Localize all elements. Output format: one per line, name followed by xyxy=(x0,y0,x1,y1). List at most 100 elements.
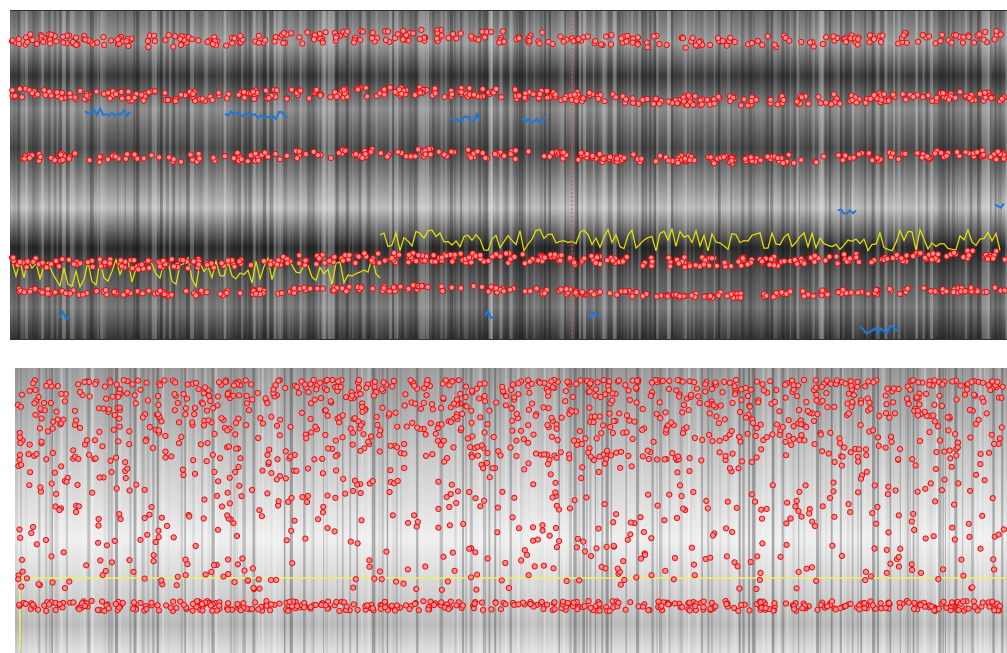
detection xyxy=(17,259,22,264)
detection xyxy=(196,262,201,267)
detection xyxy=(691,490,696,495)
stripe xyxy=(642,11,645,339)
detection xyxy=(948,456,953,461)
detection xyxy=(202,497,207,502)
stripe xyxy=(245,11,248,339)
detection xyxy=(693,604,698,609)
detection xyxy=(224,43,229,48)
detection xyxy=(59,391,64,396)
detection xyxy=(433,259,438,264)
detection xyxy=(514,454,519,459)
detection xyxy=(891,92,896,97)
detection xyxy=(668,264,673,269)
detection xyxy=(17,435,22,440)
detection xyxy=(559,415,564,420)
detection xyxy=(792,607,797,612)
detection xyxy=(308,382,313,387)
detection xyxy=(804,424,809,429)
detection xyxy=(284,96,289,101)
stripe xyxy=(211,11,214,339)
detection xyxy=(777,409,782,414)
detection xyxy=(856,260,861,265)
detection xyxy=(814,160,819,165)
detection xyxy=(251,89,256,94)
detection xyxy=(52,470,57,475)
detection xyxy=(754,426,759,431)
detection xyxy=(522,95,527,100)
detection xyxy=(440,288,445,293)
detection xyxy=(923,536,928,541)
detection xyxy=(433,431,438,436)
detection xyxy=(962,392,967,397)
detection xyxy=(994,157,999,162)
detection xyxy=(606,388,611,393)
stripe xyxy=(152,368,154,653)
detection xyxy=(970,585,975,590)
stripe xyxy=(910,368,911,653)
detection xyxy=(967,95,972,100)
detection xyxy=(489,607,494,612)
detection xyxy=(433,91,438,96)
detection xyxy=(785,500,790,505)
detection xyxy=(831,34,836,39)
detection xyxy=(479,600,484,605)
detection xyxy=(97,154,102,159)
detection xyxy=(837,101,842,106)
detection xyxy=(27,289,32,294)
detection xyxy=(311,37,316,42)
detection xyxy=(74,509,79,514)
detection xyxy=(811,294,816,299)
stripe xyxy=(432,11,435,339)
detection xyxy=(855,384,860,389)
detection xyxy=(639,556,644,561)
detection xyxy=(212,469,217,474)
detection xyxy=(180,467,185,472)
detection xyxy=(203,385,208,390)
detection xyxy=(469,388,474,393)
detection xyxy=(290,561,295,566)
detection xyxy=(13,93,18,98)
detection xyxy=(754,586,759,591)
detection xyxy=(37,426,42,431)
detection xyxy=(516,381,521,386)
detection xyxy=(149,600,154,605)
detection xyxy=(257,508,262,513)
detection xyxy=(238,608,243,613)
detection xyxy=(692,435,697,440)
detection xyxy=(645,448,650,453)
stripe xyxy=(881,11,884,339)
detection xyxy=(25,40,30,45)
detection xyxy=(654,411,659,416)
detection xyxy=(146,44,151,49)
detection xyxy=(555,437,560,442)
detection xyxy=(334,94,339,99)
detection xyxy=(528,289,533,294)
detection xyxy=(39,439,44,444)
detection xyxy=(43,93,48,98)
detection xyxy=(559,287,564,292)
detection xyxy=(839,463,844,468)
detection xyxy=(388,468,393,473)
detection xyxy=(325,377,330,382)
detection xyxy=(811,418,816,423)
detection xyxy=(778,554,783,559)
detection xyxy=(377,569,382,574)
detection xyxy=(458,31,463,36)
detection xyxy=(355,607,360,612)
detection xyxy=(204,262,209,267)
detection xyxy=(557,539,562,544)
detection xyxy=(142,515,147,520)
detection xyxy=(867,33,872,38)
detection xyxy=(263,38,268,43)
detection xyxy=(232,580,237,585)
stripe xyxy=(10,11,11,339)
detection xyxy=(516,36,521,41)
detection xyxy=(760,541,765,546)
detection xyxy=(588,454,593,459)
detection xyxy=(225,513,230,518)
detection xyxy=(581,96,586,101)
detection xyxy=(701,605,706,610)
detection xyxy=(634,400,639,405)
stripe xyxy=(645,11,647,339)
stripe xyxy=(671,11,674,339)
